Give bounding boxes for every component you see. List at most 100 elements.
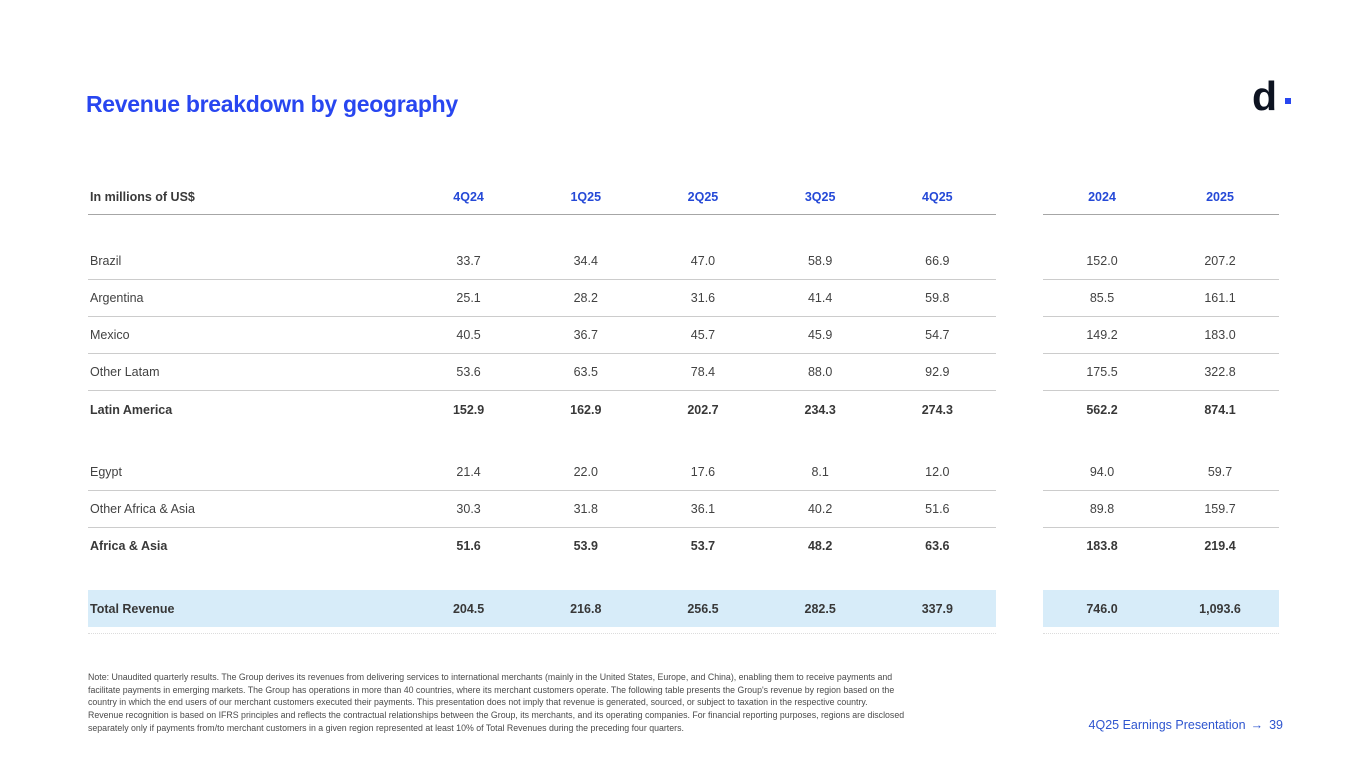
table-row: Other Africa & Asia 30.3 31.8 36.1 40.2 …: [88, 491, 1279, 528]
cell-value: 152.0: [1086, 254, 1118, 268]
footnote-line: Revenue recognition is based on IFRS pri…: [88, 710, 905, 721]
cell-value: 152.9: [452, 402, 485, 417]
cell-value: 22.0: [573, 464, 598, 479]
cell-value: 78.4: [690, 365, 716, 379]
column-header-2025: 2025: [1206, 190, 1234, 204]
cell-value: 216.8: [570, 601, 602, 616]
table-header-row: In millions of US$ 4Q24 1Q25 2Q25 3Q25 4…: [88, 180, 1279, 215]
cell-value: 53.7: [690, 539, 716, 553]
cell-value: 183.8: [1086, 539, 1118, 553]
cell-value: 175.5: [1086, 365, 1118, 379]
footnote: Note: Unaudited quarterly results. The G…: [88, 671, 904, 735]
cell-value: 54.7: [925, 328, 950, 342]
cell-value: 53.6: [456, 365, 481, 379]
table-row: Africa & Asia 51.6 53.9 53.7 48.2 63.6 1…: [88, 528, 1279, 565]
cell-value: 874.1: [1204, 402, 1236, 417]
cell-value: 36.7: [573, 328, 598, 342]
column-header-4q25: 4Q25: [922, 190, 953, 204]
table-row: Latin America 152.9 162.9 202.7 234.3 27…: [88, 391, 1279, 428]
cell-value: 45.9: [807, 328, 833, 342]
row-label: Other Latam: [90, 365, 160, 379]
cell-value: 21.4: [456, 464, 481, 479]
cell-value: 30.3: [456, 501, 481, 516]
footer-label: 4Q25 Earnings Presentation: [1088, 718, 1246, 732]
cell-value: 59.7: [1207, 464, 1233, 479]
cell-value: 33.7: [456, 254, 481, 268]
table-row: Mexico 40.5 36.7 45.7 45.9 54.7 149.2 18…: [88, 317, 1279, 354]
cell-value: 17.6: [690, 464, 716, 479]
cell-value: 94.0: [1089, 464, 1115, 479]
column-header-1q25: 1Q25: [570, 190, 602, 204]
page-number: 39: [1269, 718, 1283, 732]
cell-value: 149.2: [1086, 328, 1118, 342]
cell-value: 274.3: [921, 402, 953, 417]
row-label: Brazil: [90, 254, 122, 268]
unit-label: In millions of US$: [90, 190, 195, 204]
footnote-line: separately only if payments from/to merc…: [88, 722, 684, 733]
cell-value: 282.5: [804, 601, 836, 616]
row-label: Mexico: [90, 328, 130, 342]
footnote-line: facilitate payments in emerging markets.…: [88, 684, 895, 695]
dlocal-logo: d: [1252, 76, 1300, 122]
cell-value: 12.0: [925, 464, 950, 479]
cell-value: 28.2: [573, 291, 598, 305]
cell-value: 234.3: [804, 402, 836, 417]
cell-value: 204.5: [452, 601, 485, 616]
footnote-line: Note: Unaudited quarterly results. The G…: [88, 672, 893, 682]
cell-value: 48.2: [807, 539, 833, 553]
cell-value: 51.6: [456, 539, 481, 553]
cell-value: 159.7: [1204, 501, 1236, 516]
cell-value: 161.1: [1204, 291, 1236, 305]
cell-value: 58.9: [807, 254, 833, 268]
cell-value: 40.2: [807, 501, 833, 516]
logo-letter: d: [1252, 73, 1278, 119]
footnote-line: country in which the end users of our me…: [88, 697, 868, 708]
cell-value: 92.9: [925, 365, 950, 379]
column-header-4q24: 4Q24: [453, 190, 484, 204]
cell-value: 746.0: [1086, 601, 1118, 616]
column-header-3q25: 3Q25: [804, 190, 836, 204]
cell-value: 162.9: [570, 402, 602, 417]
cell-value: 45.7: [690, 328, 716, 342]
cell-value: 322.8: [1204, 365, 1236, 379]
revenue-table: In millions of US$ 4Q24 1Q25 2Q25 3Q25 4…: [88, 180, 1279, 635]
cell-value: 63.6: [925, 539, 950, 553]
table-row: Argentina 25.1 28.2 31.6 41.4 59.8 85.5 …: [88, 280, 1279, 317]
row-label: Argentina: [90, 291, 144, 305]
total-row-divider: [88, 627, 1279, 635]
cell-value: 207.2: [1204, 254, 1236, 268]
cell-value: 25.1: [456, 291, 481, 305]
column-header-2q25: 2Q25: [687, 190, 719, 204]
cell-value: 89.8: [1089, 501, 1115, 516]
header-quarter-block: In millions of US$ 4Q24 1Q25 2Q25 3Q25 4…: [88, 180, 996, 215]
cell-value: 34.4: [573, 254, 598, 268]
table-row: Egypt 21.4 22.0 17.6 8.1 12.0 94.0 59.7: [88, 454, 1279, 491]
cell-value: 41.4: [807, 291, 833, 305]
arrow-right-icon: →: [1250, 718, 1264, 732]
cell-value: 219.4: [1204, 539, 1236, 553]
cell-value: 85.5: [1089, 291, 1115, 305]
cell-value: 256.5: [687, 601, 719, 616]
cell-value: 59.8: [925, 291, 950, 305]
cell-value: 31.8: [573, 501, 598, 516]
cell-value: 47.0: [690, 254, 716, 268]
row-label: Total Revenue: [90, 601, 175, 616]
cell-value: 31.6: [690, 291, 716, 305]
cell-value: 1,093.6: [1199, 601, 1241, 616]
row-label: Egypt: [90, 464, 122, 479]
table-row: Brazil 33.7 34.4 47.0 58.9 66.9 152.0 20…: [88, 243, 1279, 280]
cell-value: 88.0: [807, 365, 833, 379]
header-year-block: 2024 2025: [1043, 180, 1279, 215]
cell-value: 53.9: [573, 539, 598, 553]
cell-value: 337.9: [921, 601, 953, 616]
table-row: Other Latam 53.6 63.5 78.4 88.0 92.9 175…: [88, 354, 1279, 391]
table-body: Brazil 33.7 34.4 47.0 58.9 66.9 152.0 20…: [88, 243, 1279, 627]
logo-dot-icon: [1285, 98, 1291, 104]
cell-value: 51.6: [925, 501, 950, 516]
footer: 4Q25 Earnings Presentation → 39: [1089, 718, 1283, 732]
page-title: Revenue breakdown by geography: [86, 91, 458, 117]
column-header-2024: 2024: [1088, 190, 1116, 204]
cell-value: 66.9: [925, 254, 950, 268]
cell-value: 40.5: [456, 328, 481, 342]
cell-value: 183.0: [1204, 328, 1236, 342]
